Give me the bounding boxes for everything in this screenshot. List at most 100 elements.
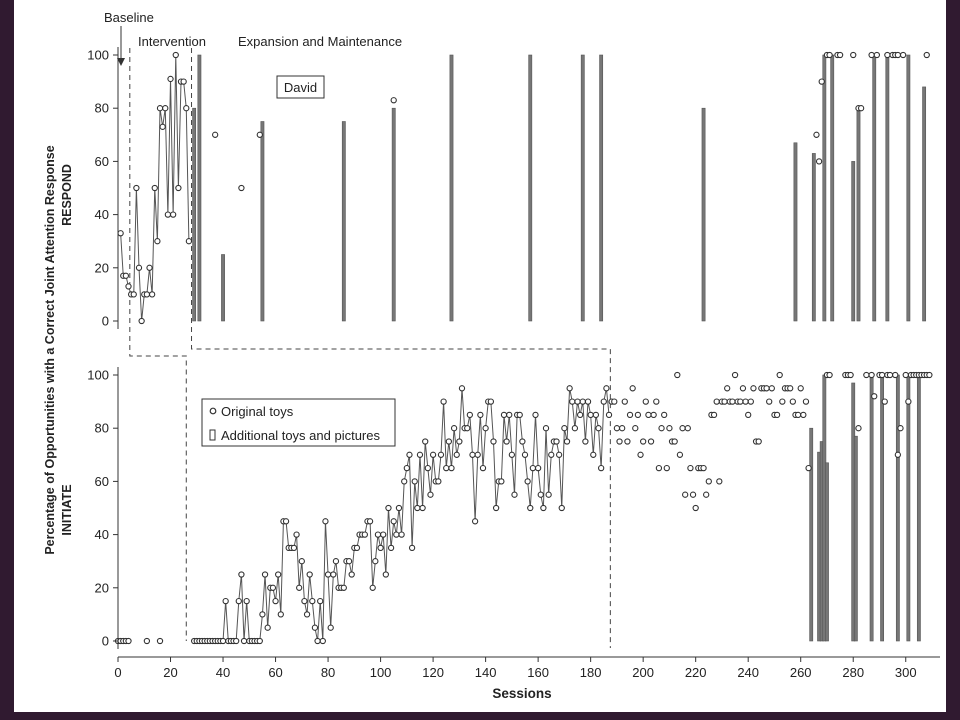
data-point	[500, 411, 508, 419]
data-point	[579, 398, 586, 405]
y-tick-label: 80	[95, 421, 109, 436]
data-point	[466, 411, 474, 419]
data-bar	[856, 110, 861, 322]
x-tick-label: 220	[685, 665, 707, 680]
data-point	[592, 411, 600, 419]
data-point	[185, 238, 193, 245]
phase-label-intervention: Intervention	[138, 34, 206, 49]
data-point	[755, 438, 762, 445]
y-tick-label: 20	[95, 260, 109, 275]
data-point	[366, 518, 374, 525]
data-point	[492, 504, 500, 512]
data-point	[613, 425, 621, 432]
data-point	[899, 51, 907, 59]
data-bar	[885, 54, 890, 322]
data-point	[143, 637, 151, 645]
data-point	[571, 425, 579, 432]
data-point	[264, 624, 271, 631]
data-point	[385, 504, 392, 512]
data-point	[175, 184, 182, 192]
data-point	[597, 464, 605, 472]
data-point	[671, 438, 678, 445]
data-point	[894, 451, 902, 458]
data-point	[584, 398, 592, 405]
data-point	[298, 558, 305, 565]
data-point	[290, 544, 298, 552]
data-point	[387, 544, 395, 552]
x-tick-label: 140	[475, 665, 497, 680]
data-point	[624, 438, 631, 445]
data-bar	[341, 121, 346, 322]
data-point	[521, 451, 529, 458]
data-point	[881, 398, 888, 405]
data-point	[739, 385, 747, 392]
data-point	[532, 411, 539, 419]
data-point	[277, 611, 284, 618]
data-bar	[528, 54, 533, 322]
data-point	[729, 398, 736, 405]
data-point	[863, 371, 870, 379]
data-point	[545, 491, 552, 498]
data-point	[621, 398, 628, 405]
y-tick-label: 0	[102, 314, 109, 329]
data-point	[269, 584, 277, 591]
data-point	[272, 597, 279, 605]
data-point	[548, 451, 555, 458]
data-point	[569, 398, 576, 405]
data-point	[458, 385, 466, 392]
data-point	[259, 611, 266, 618]
data-bar	[811, 153, 816, 322]
data-bar	[906, 54, 911, 322]
data-point	[256, 637, 263, 645]
data-point	[773, 411, 781, 419]
data-point	[850, 51, 857, 59]
data-point	[884, 51, 891, 59]
data-point	[511, 491, 518, 498]
data-bar	[916, 374, 921, 642]
data-point	[322, 518, 329, 525]
data-bar	[793, 142, 798, 322]
data-point	[802, 398, 810, 405]
panel-label-initiate: INITIATE	[60, 484, 74, 535]
data-point	[361, 531, 368, 538]
legend-marker-additional	[209, 429, 216, 441]
data-point	[687, 464, 694, 472]
x-tick-label: 280	[842, 665, 864, 680]
data-point	[661, 411, 668, 419]
data-point	[293, 531, 300, 538]
data-point	[125, 637, 132, 645]
data-point	[645, 411, 652, 419]
data-point	[487, 398, 495, 405]
data-point	[826, 371, 833, 379]
data-bar	[599, 54, 604, 322]
data-point	[125, 283, 132, 290]
data-point	[616, 438, 623, 445]
data-point	[327, 624, 334, 631]
data-point	[805, 464, 812, 472]
chart-svg: 0 20 40 60 80 100 0 20 40 60 80 100 0 20 40 60 80 100 120 1…	[43, 10, 940, 701]
legend-box	[201, 398, 396, 447]
y-tick-label: 0	[102, 634, 109, 649]
data-point	[311, 624, 319, 631]
data-point	[716, 478, 723, 485]
data-point	[353, 544, 361, 552]
legend-label-additional: Additional toys and pictures	[221, 428, 380, 443]
data-point	[437, 451, 445, 458]
data-point	[164, 211, 172, 218]
data-point	[637, 451, 644, 458]
data-point	[398, 531, 405, 538]
data-point	[261, 571, 269, 578]
data-bar	[830, 54, 835, 322]
data-point	[923, 51, 930, 59]
data-point	[902, 371, 909, 379]
data-point	[529, 464, 537, 472]
data-point	[427, 491, 434, 498]
data-bar	[851, 161, 856, 322]
data-point	[763, 385, 770, 392]
data-bar	[391, 107, 396, 322]
data-point	[377, 544, 384, 552]
x-tick-label: 60	[268, 665, 282, 680]
data-point	[524, 478, 531, 485]
data-point	[222, 597, 229, 605]
x-tick-label: 20	[163, 665, 177, 680]
